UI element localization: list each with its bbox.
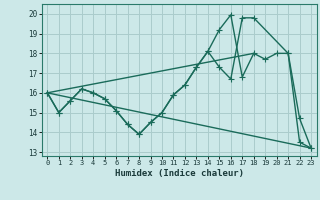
X-axis label: Humidex (Indice chaleur): Humidex (Indice chaleur): [115, 169, 244, 178]
